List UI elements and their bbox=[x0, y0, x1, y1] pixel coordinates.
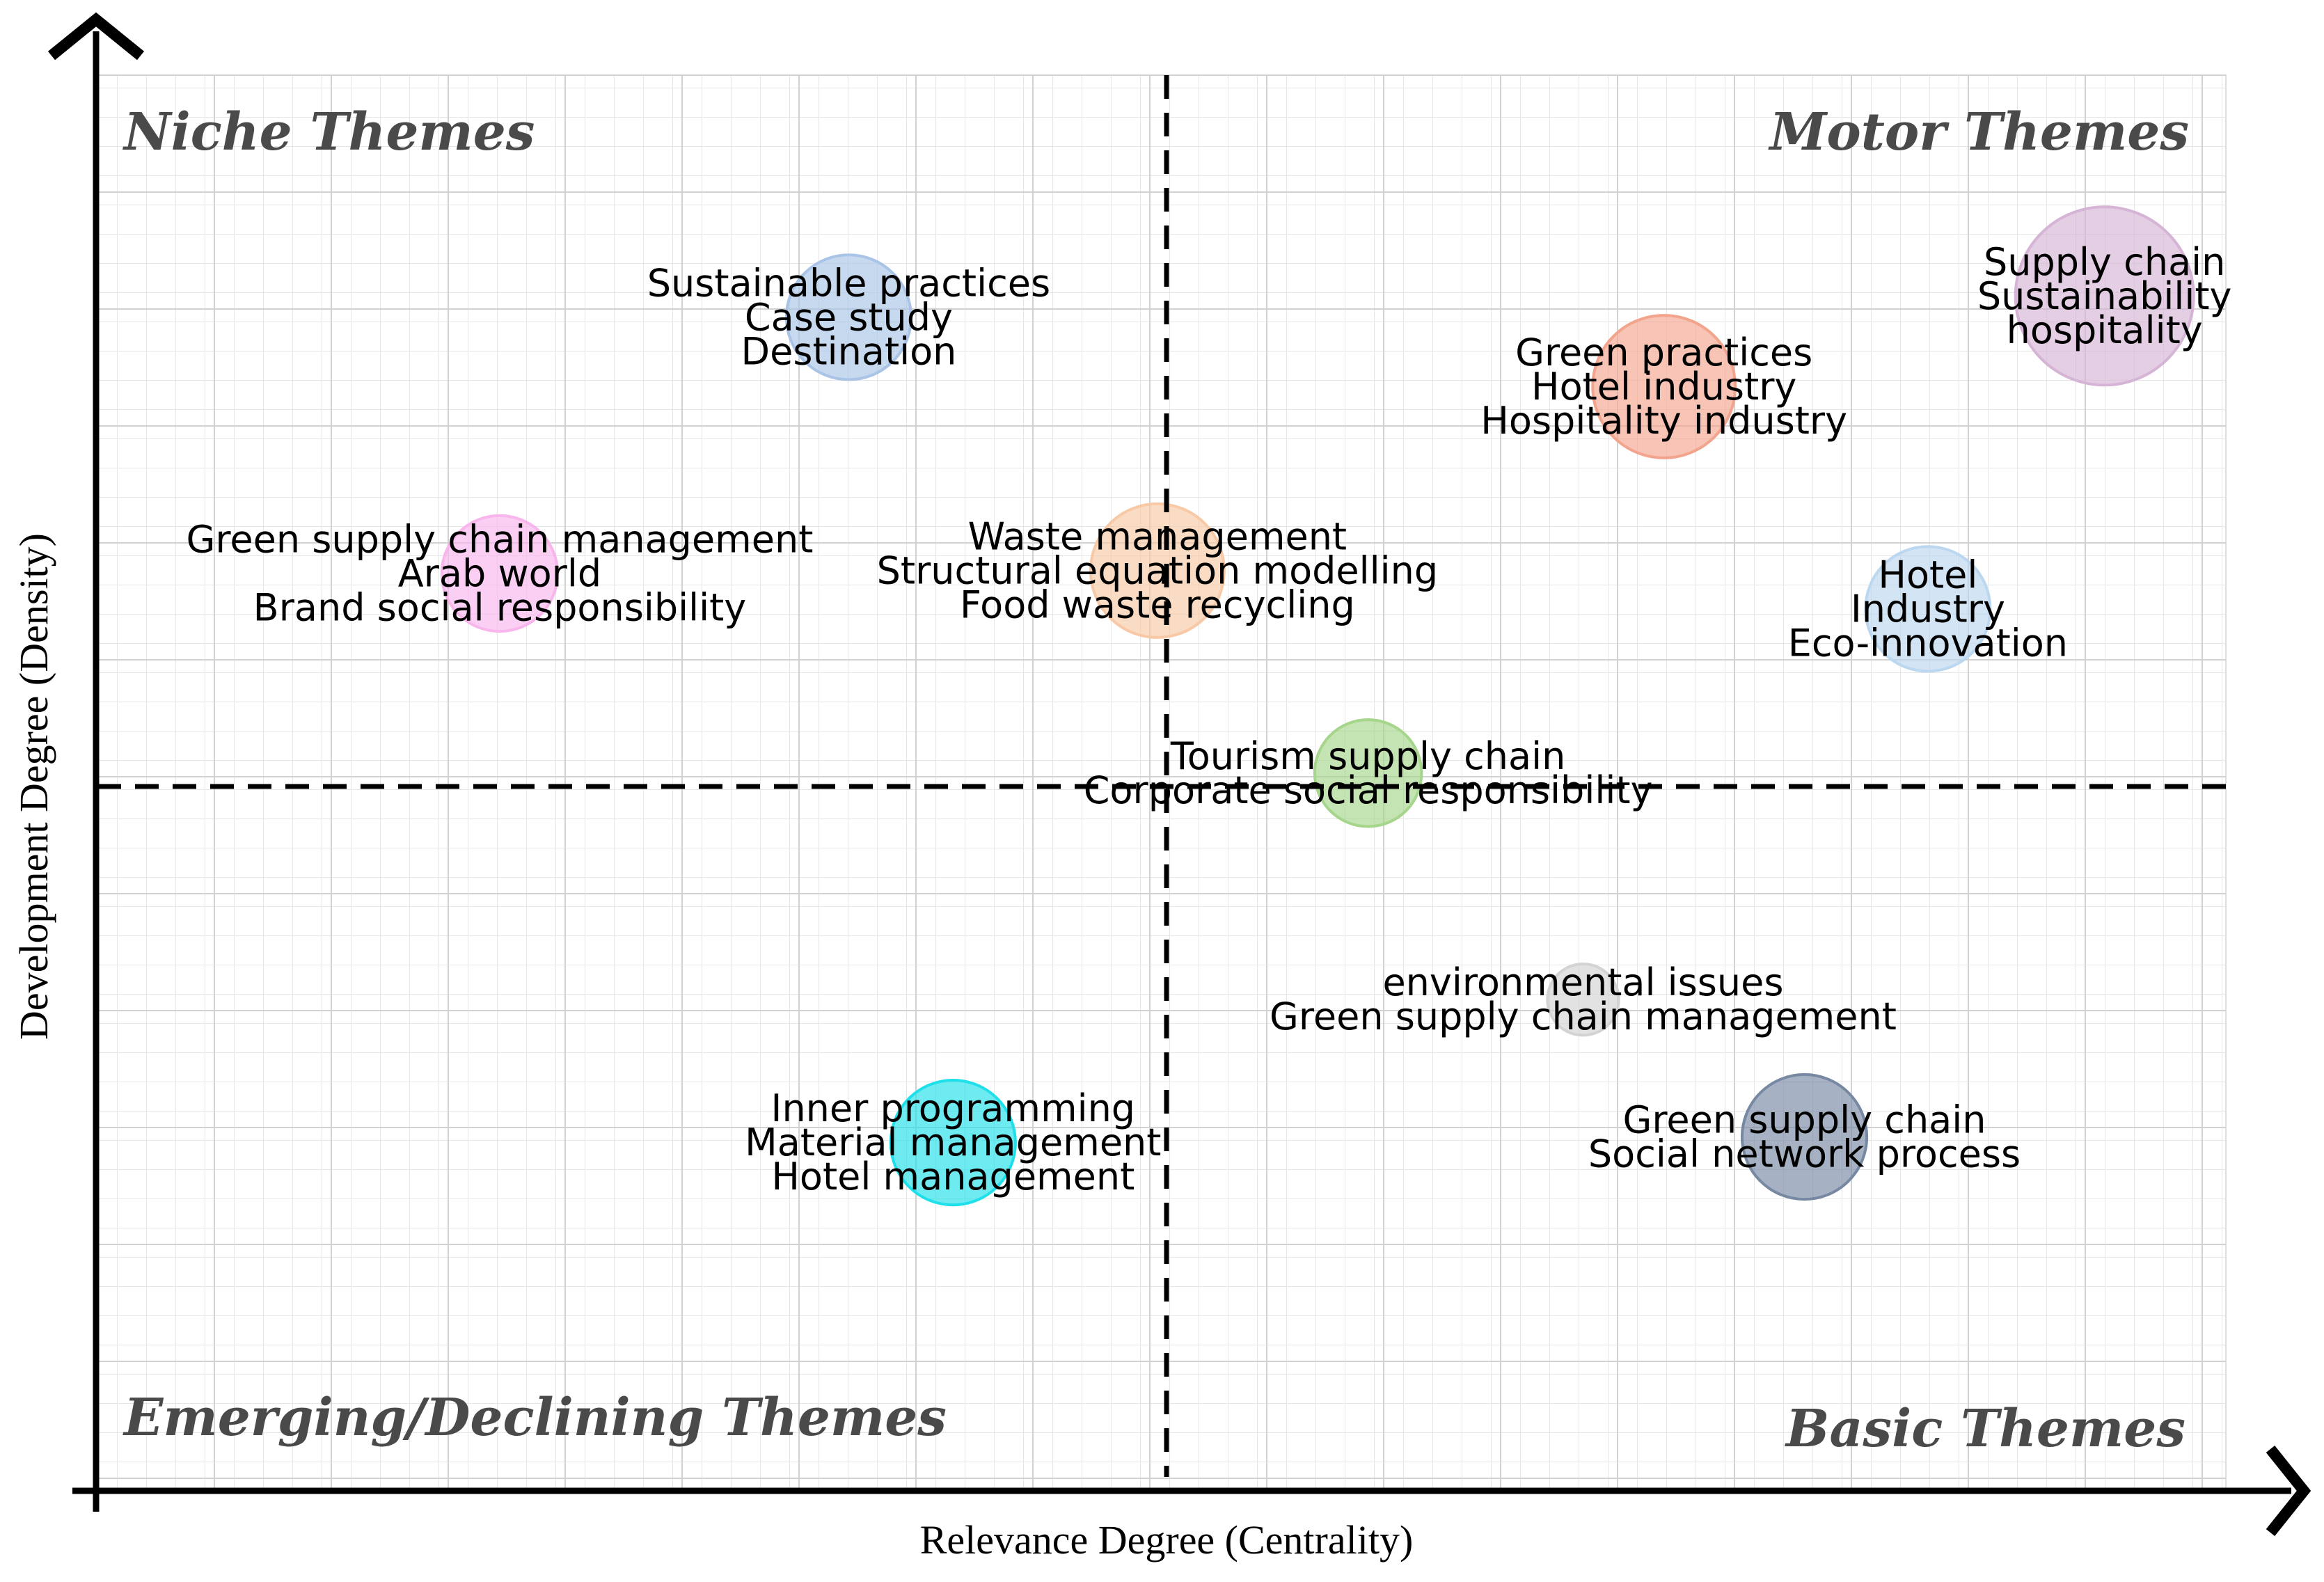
bubble-label: Green supply chain management bbox=[1270, 995, 1897, 1038]
bubble-point bbox=[440, 514, 560, 633]
bubble-label: environmental issues bbox=[1382, 960, 1783, 1004]
bubble-label: Arab world bbox=[398, 551, 601, 595]
bubble-label: Green practices bbox=[1515, 331, 1812, 374]
bubble-label: Green supply chain management bbox=[187, 517, 814, 561]
bubble-label: Social network process bbox=[1588, 1132, 2021, 1176]
bubble-point bbox=[1089, 502, 1226, 639]
bubble-point bbox=[1740, 1073, 1869, 1201]
bubble-point bbox=[2014, 205, 2195, 387]
bubble-label: Hotel management bbox=[771, 1155, 1135, 1199]
grid bbox=[97, 74, 2227, 1492]
bubble-label: Tourism supply chain bbox=[1170, 734, 1565, 778]
grid-background bbox=[97, 74, 2227, 1492]
bubble-label: Hotel industry bbox=[1531, 365, 1796, 409]
bubble-label: Destination bbox=[741, 329, 957, 373]
bubble-label: hospitality bbox=[2007, 308, 2203, 352]
bubble-label: Hospitality industry bbox=[1480, 399, 1847, 443]
bubble-point bbox=[1864, 545, 1992, 673]
bubble-label: Green supply chain bbox=[1623, 1098, 1986, 1142]
bubble-label: Food waste recycling bbox=[960, 583, 1355, 626]
quadrant-title-emerging-declining: Emerging/Declining Themes bbox=[122, 1388, 947, 1448]
bubble-point bbox=[1546, 963, 1620, 1037]
bubble-label: Supply chain bbox=[1984, 240, 2225, 284]
x-axis-label: Relevance Degree (Centrality) bbox=[920, 1517, 1414, 1563]
bubble-label: Inner programming bbox=[771, 1086, 1136, 1130]
x-axis-arrow bbox=[2266, 1446, 2311, 1536]
bubble-label: Brand social responsibility bbox=[253, 585, 747, 629]
bubble-label: Sustainable practices bbox=[647, 261, 1050, 305]
bubble-label: Corporate social responsibility bbox=[1084, 768, 1653, 812]
bubble-label: Waste management bbox=[968, 514, 1347, 558]
bubble-point bbox=[1591, 314, 1737, 459]
y-axis-arrow bbox=[47, 12, 145, 61]
bubble-point bbox=[784, 253, 913, 381]
y-axis-label: Development Degree (Density) bbox=[11, 533, 56, 1040]
quadrant-title-motor: Motor Themes bbox=[1767, 102, 2189, 162]
bubble-label: Industry bbox=[1851, 587, 2005, 631]
bubble-label: Case study bbox=[745, 295, 953, 339]
bubble-label: Material management bbox=[745, 1121, 1161, 1164]
bubble-label: Structural equation modelling bbox=[877, 548, 1439, 592]
bubble-point bbox=[889, 1079, 1017, 1207]
bubble-label: Eco-innovation bbox=[1788, 621, 2068, 665]
quadrant-title-niche: Niche Themes bbox=[122, 102, 535, 162]
quadrant-title-basic: Basic Themes bbox=[1785, 1399, 2185, 1459]
bubble-point bbox=[1313, 718, 1423, 828]
bubble-label: Sustainability bbox=[1977, 274, 2232, 318]
bubble-label: Hotel bbox=[1878, 553, 1977, 596]
